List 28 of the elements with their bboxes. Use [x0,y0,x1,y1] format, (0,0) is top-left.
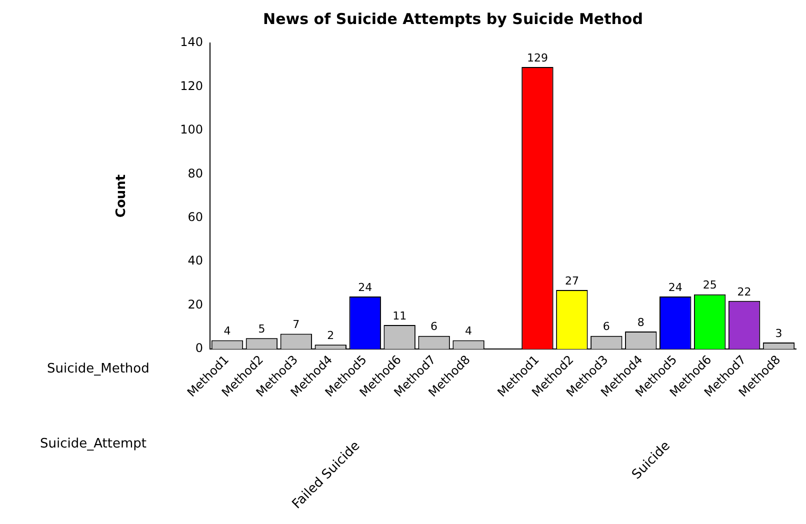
data-label: 22 [737,285,752,298]
data-label: 2 [327,328,334,342]
data-label: 6 [430,320,438,334]
chart-title: News of Suicide Attempts by Suicide Method [263,10,643,28]
y-tick-label: 100 [180,122,203,137]
y-tick-label: 80 [188,166,203,180]
data-label: 5 [258,322,266,336]
data-label: 24 [358,280,372,294]
data-label: 24 [668,280,682,294]
data-label: 7 [292,318,300,332]
y-tick-label: 40 [188,254,203,268]
data-label: 6 [602,320,610,334]
text: Suicide_Method [47,361,150,376]
y-tick-label: 140 [180,35,203,50]
y-tick-label: 60 [188,210,203,224]
y-tick-label: 120 [180,78,203,93]
data-label: 3 [775,326,782,340]
data-label: 4 [224,324,231,338]
data-label: 129 [526,51,548,64]
data-label: 25 [702,278,717,292]
data-label: 27 [564,274,579,288]
y-axis-title: Count [114,174,130,218]
data-label: 4 [465,324,472,338]
data-label: 8 [637,316,644,329]
y-tick-label: 0 [195,341,203,356]
text: Suicide_Attempt [40,436,146,452]
y-tick-label: 20 [188,297,203,312]
data-label: 11 [392,309,407,322]
